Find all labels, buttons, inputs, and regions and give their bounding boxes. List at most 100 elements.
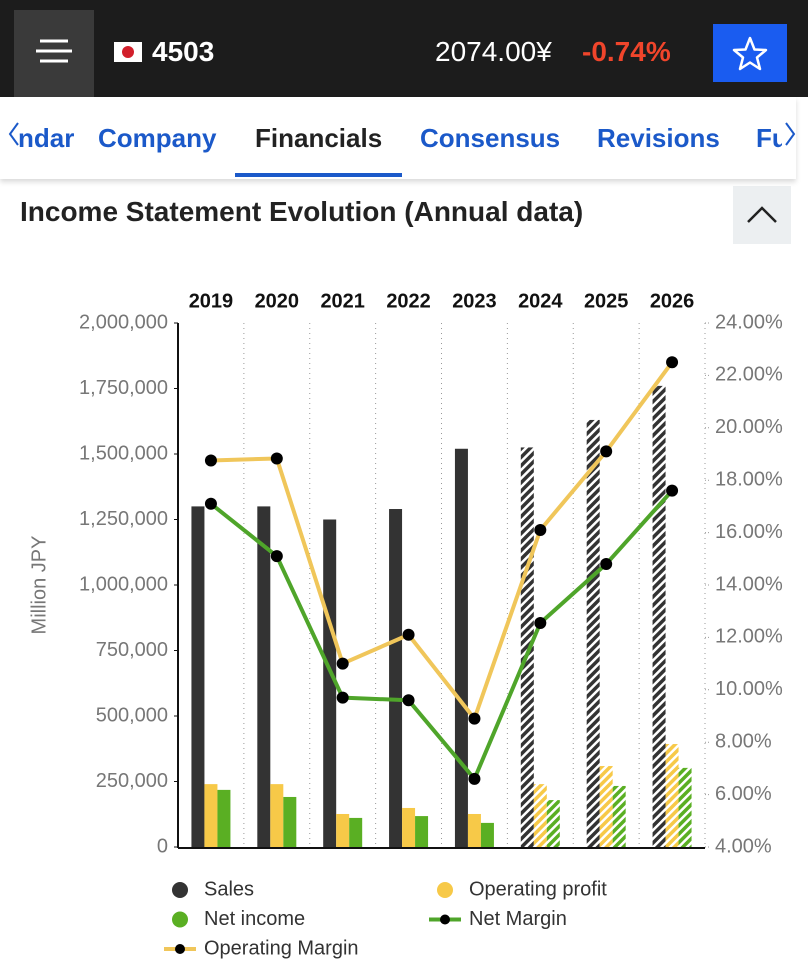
- price: 2074.00¥: [435, 36, 552, 67]
- ticker: 4503: [114, 36, 214, 68]
- x-tick-label: 2023: [452, 290, 497, 312]
- bar: [533, 784, 547, 847]
- bar: [546, 800, 560, 847]
- point: [204, 497, 217, 510]
- menu-icon: [36, 39, 72, 63]
- y-tick-label: 1,000,000: [79, 573, 168, 595]
- bar: [257, 506, 271, 847]
- legend-swatch: [172, 882, 188, 898]
- bar: [665, 744, 679, 847]
- x-tick-label: 2024: [518, 290, 563, 312]
- bar: [467, 813, 481, 847]
- tab[interactable]: Company: [98, 123, 217, 153]
- watchlist-button[interactable]: [713, 24, 787, 82]
- y2-tick-label: 8.00%: [715, 730, 772, 752]
- bar: [612, 785, 626, 847]
- y-tick-label: 1,750,000: [79, 377, 168, 399]
- tab[interactable]: Revisions: [597, 123, 720, 153]
- point: [468, 772, 481, 785]
- menu-button[interactable]: [14, 10, 94, 97]
- legend-swatch: [437, 882, 453, 898]
- y2-tick-label: 10.00%: [715, 678, 783, 700]
- y-tick-label: 1,500,000: [79, 442, 168, 464]
- legend-label: Sales: [204, 878, 254, 900]
- section-title: Income Statement Evolution (Annual data): [20, 196, 584, 227]
- bar: [389, 509, 403, 847]
- line: [210, 361, 674, 721]
- scroll-left[interactable]: [6, 119, 22, 149]
- y2-tick-label: 22.00%: [715, 364, 783, 386]
- collapse-button[interactable]: [733, 186, 791, 244]
- bar: [599, 766, 613, 847]
- ticker-code: 4503: [152, 36, 215, 67]
- legend-label: Operating Margin: [204, 937, 359, 959]
- y-tick-label: 500,000: [96, 704, 168, 726]
- legend-dot: [440, 914, 450, 925]
- y-tick-label: 0: [157, 835, 168, 857]
- bar: [652, 385, 666, 847]
- tab[interactable]: Financials: [234, 97, 403, 179]
- scroll-right[interactable]: [782, 119, 796, 149]
- legend-swatch: [172, 911, 188, 928]
- bar: [204, 784, 218, 847]
- x-tick-label: 2026: [650, 290, 695, 312]
- point: [270, 550, 283, 563]
- point: [336, 657, 349, 670]
- bar: [270, 784, 284, 847]
- tab[interactable]: Consensus: [420, 123, 561, 153]
- x-tick-label: 2022: [386, 290, 431, 312]
- bar: [586, 419, 600, 847]
- y2-tick-label: 12.00%: [715, 626, 783, 648]
- bar: [520, 447, 534, 847]
- y-tick-label: 250,000: [96, 770, 168, 792]
- tab[interactable]: ndar: [18, 123, 75, 153]
- bar: [678, 767, 692, 847]
- point: [534, 616, 547, 629]
- bar: [217, 789, 231, 847]
- bar: [349, 817, 363, 847]
- y2-tick-label: 4.00%: [715, 835, 772, 857]
- chevron-up: [747, 206, 777, 223]
- point: [600, 445, 613, 458]
- point: [468, 712, 481, 725]
- tab-bar: ndar Company Financials Consensus Revisi…: [0, 97, 796, 179]
- price-change: -0.74%: [582, 36, 671, 67]
- x-tick-label: 2020: [255, 290, 300, 312]
- y2-tick-label: 18.00%: [715, 468, 783, 490]
- point: [270, 452, 283, 465]
- x-tick-label: 2021: [320, 290, 365, 312]
- point: [402, 628, 415, 641]
- y2-tick-label: 20.00%: [715, 416, 783, 438]
- bar: [415, 816, 429, 847]
- y2-tick-label: 14.00%: [715, 573, 783, 595]
- point: [666, 356, 679, 369]
- point: [336, 691, 349, 704]
- point: [402, 694, 415, 707]
- bar: [283, 796, 297, 847]
- x-tick-label: 2019: [189, 290, 234, 312]
- top-bar: 4503 2074.00¥ -0.74%: [0, 0, 808, 97]
- point: [600, 558, 613, 571]
- x-tick-label: 2025: [584, 290, 629, 312]
- legend-label: Net income: [204, 908, 305, 930]
- bar: [454, 448, 468, 847]
- y-tick-label: 1,250,000: [79, 508, 168, 530]
- legend-label: Operating profit: [469, 878, 607, 900]
- point: [534, 523, 547, 536]
- y-axis-label: Million JPY: [28, 536, 50, 635]
- legend-dot: [175, 944, 185, 954]
- y2-tick-label: 16.00%: [715, 521, 783, 543]
- y2-tick-label: 24.00%: [715, 311, 783, 333]
- point: [666, 484, 679, 497]
- line: [209, 489, 674, 781]
- bar: [191, 506, 205, 847]
- legend-label: Net Margin: [469, 908, 567, 930]
- point: [204, 454, 217, 467]
- bar: [323, 519, 337, 847]
- bar: [480, 822, 494, 847]
- bar: [402, 807, 416, 847]
- bar: [336, 813, 350, 847]
- star-icon: [732, 36, 768, 71]
- y-tick-label: 750,000: [96, 639, 168, 661]
